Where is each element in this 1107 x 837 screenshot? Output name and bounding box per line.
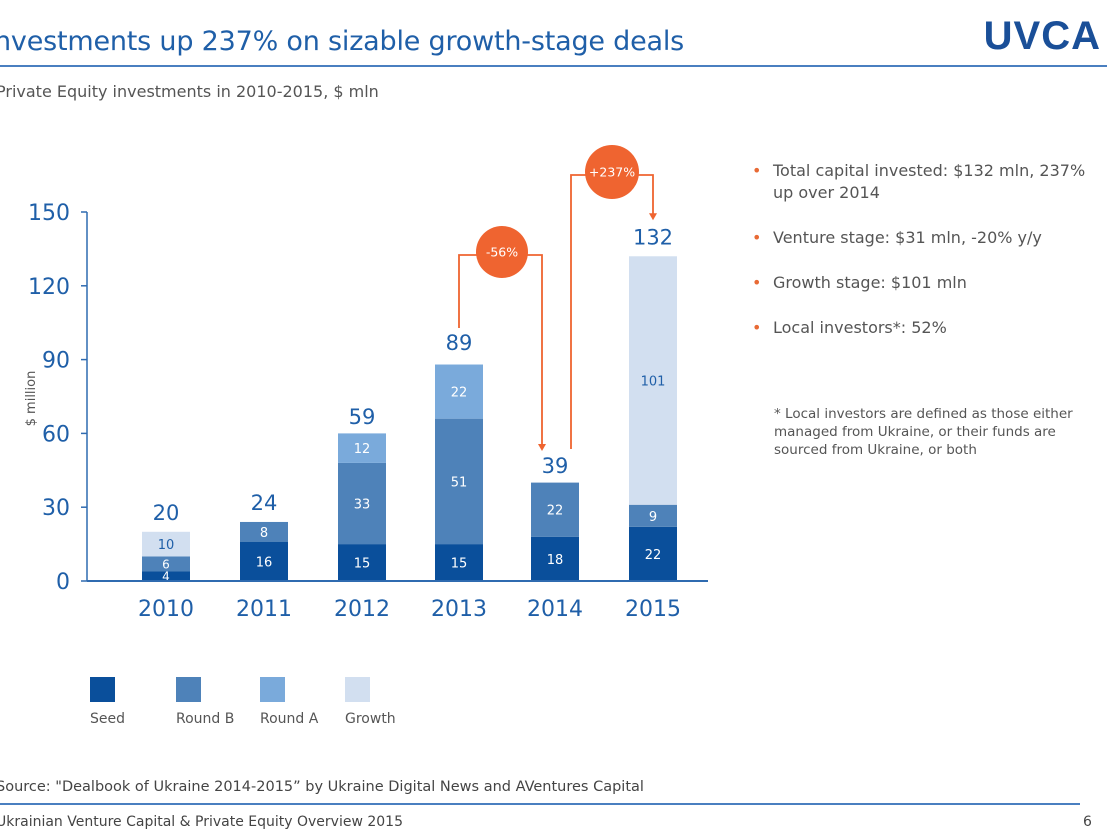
bar-segment-round-b: [435, 418, 483, 545]
total-label: 89: [446, 331, 473, 355]
data-label: 101: [641, 375, 666, 390]
footer-divider: [0, 803, 1080, 805]
bar-segment-round-b: [531, 482, 579, 537]
data-label: 22: [451, 386, 468, 401]
change-badge: [585, 145, 639, 199]
legend-label: Round B: [176, 711, 235, 727]
data-label: 6: [162, 557, 170, 571]
source-note: Source: "Dealbook of Ukraine 2014-2015” …: [0, 779, 644, 795]
bar-segment-round-a: [435, 364, 483, 419]
y-tick-label: 90: [42, 349, 70, 374]
total-label: 132: [633, 225, 673, 249]
bullet-icon: •: [752, 161, 762, 180]
bar-segment-round-b: [338, 462, 386, 545]
bar-segment-seed: [240, 541, 288, 581]
bullet-text: Local investors*: 52%: [773, 318, 947, 337]
y-tick-label: 30: [42, 496, 70, 521]
data-label: 33: [354, 498, 371, 513]
bullet-item: • Total capital invested: $132 mln, 237% …: [752, 160, 1102, 204]
data-label: 9: [649, 510, 657, 525]
bar-segment-growth: [142, 531, 190, 557]
x-tick-label: 2011: [236, 597, 292, 622]
bar-segment-seed: [531, 536, 579, 581]
bullet-icon: •: [752, 273, 762, 292]
data-label: 51: [451, 475, 468, 490]
legend-swatch-growth: [345, 677, 370, 702]
data-label: 16: [256, 555, 273, 570]
total-label: 39: [542, 454, 569, 478]
change-badge: [476, 226, 528, 278]
arrow-down-icon: [538, 444, 546, 452]
x-tick-label: 2015: [625, 597, 681, 622]
bar-segment-seed: [338, 544, 386, 581]
total-label: 24: [251, 491, 278, 515]
y-tick-label: 150: [28, 201, 70, 226]
legend-swatch-seed: [90, 677, 115, 702]
data-label: 22: [645, 548, 662, 563]
bullet-item: • Growth stage: $101 mln: [752, 272, 1102, 294]
y-tick-label: 0: [56, 570, 70, 595]
bar-segment-seed: [435, 544, 483, 581]
bar-segment-round-b: [240, 521, 288, 542]
title-divider: [0, 65, 1107, 67]
bullet-item: • Local investors*: 52%: [752, 317, 1102, 339]
legend-label: Seed: [90, 711, 125, 727]
legend-item-round-b: Round B: [176, 677, 234, 727]
bar-segment-seed: [142, 571, 190, 581]
x-tick-label: 2010: [138, 597, 194, 622]
bullet-text: Total capital invested: $132 mln, 237% u…: [773, 161, 1086, 202]
y-tick-label: 120: [28, 275, 70, 300]
y-tick-label: 60: [42, 422, 70, 447]
arrow-down-icon: [649, 213, 657, 221]
footer-text: Ukrainian Venture Capital & Private Equi…: [0, 814, 403, 830]
bar-segment-round-b: [629, 504, 677, 527]
bullet-icon: •: [752, 228, 762, 247]
data-label: 10: [158, 538, 175, 553]
bullet-icon: •: [752, 318, 762, 337]
stacked-bar-chart: 0 30 60 90 120 150 $ million 46 10 20 2010 16 8 24 201…: [24, 145, 708, 622]
key-facts-list: • Total capital invested: $132 mln, 237% …: [752, 160, 1102, 362]
legend-label: Round A: [260, 711, 319, 727]
bar-segment-seed: [629, 526, 677, 581]
legend-swatch-round-a: [260, 677, 285, 702]
legend-item-round-a: Round A: [260, 677, 318, 727]
total-label: 59: [349, 405, 376, 429]
data-label: 22: [547, 504, 564, 519]
y-axis-label: $ million: [24, 371, 39, 427]
data-label: 15: [451, 557, 468, 572]
x-tick-label: 2012: [334, 597, 390, 622]
data-label: 8: [260, 526, 268, 541]
data-label: 12: [354, 442, 371, 457]
data-label: 4: [162, 570, 170, 584]
bar-segment-round-a: [338, 433, 386, 463]
bullet-text: Growth stage: $101 mln: [773, 273, 967, 292]
legend-item-growth: Growth: [345, 677, 396, 727]
bar-segment-round-b: [142, 556, 190, 572]
data-label: 15: [354, 557, 371, 572]
change-badge-label: -56%: [486, 245, 518, 260]
x-tick-label: 2014: [527, 597, 583, 622]
x-tick-label: 2013: [431, 597, 487, 622]
bullet-text: Venture stage: $31 mln, -20% y/y: [773, 228, 1042, 247]
legend-swatch-round-b: [176, 677, 201, 702]
page-number: 6: [1083, 814, 1092, 830]
data-label: 18: [547, 553, 564, 568]
legend-label: Growth: [345, 711, 396, 727]
chart-subtitle: Private Equity investments in 2010-2015,…: [0, 82, 379, 101]
bullet-item: • Venture stage: $31 mln, -20% y/y: [752, 227, 1102, 249]
bar-segment-growth: [629, 256, 677, 505]
change-badge-label: +237%: [589, 165, 635, 180]
uvca-logo: UVCA: [983, 14, 1101, 58]
footnote: * Local investors are defined as those e…: [774, 406, 1073, 458]
slide-title: nvestments up 237% on sizable growth-sta…: [0, 26, 685, 57]
legend-item-seed: Seed: [90, 677, 125, 727]
total-label: 20: [153, 501, 180, 525]
